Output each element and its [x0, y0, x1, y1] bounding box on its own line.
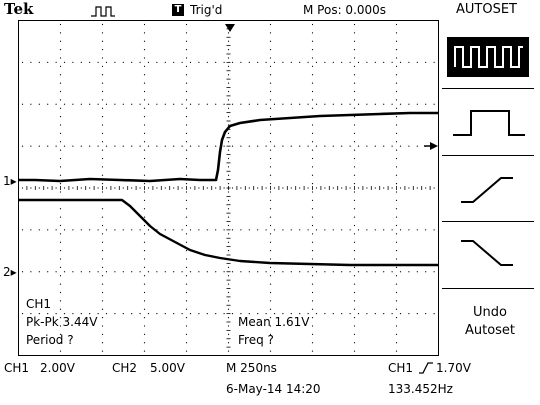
trigger-level: 1.70V — [436, 361, 471, 375]
graticule-grid — [18, 20, 439, 356]
ch1-trace — [18, 111, 438, 183]
rising-slope-icon — [419, 362, 433, 374]
brand-logo: Tek — [4, 0, 34, 18]
measure-source: CH1 — [26, 297, 52, 311]
menu-item-rising-edge[interactable] — [447, 168, 529, 208]
date-time: 6-May-14 14:20 — [226, 382, 321, 396]
timebase-readout: M 250ns — [226, 361, 277, 375]
single-pulse-icon — [453, 110, 525, 136]
undo-label-line1: Undo — [473, 305, 507, 320]
ch2-label: CH2 — [112, 361, 138, 375]
undo-label-line2: Autoset — [464, 323, 516, 338]
menu-title: AUTOSET — [456, 2, 517, 17]
trigger-source: CH1 — [388, 361, 414, 375]
measure-period: Period ? — [26, 333, 74, 347]
ch2-marker-label: 2 — [3, 265, 11, 279]
trigger-position-arrow — [225, 24, 235, 32]
menu-item-falling-edge[interactable] — [447, 235, 529, 275]
menu-item-square-wave[interactable] — [447, 37, 529, 77]
menu-item-single-pulse[interactable] — [447, 103, 529, 143]
ch2-ground-marker[interactable]: 2▸ — [3, 265, 17, 279]
ch1-scale: 2.00V — [40, 361, 75, 375]
ch1-marker-label: 1 — [3, 174, 11, 188]
m-pos-readout: M Pos: 0.000s — [303, 3, 387, 17]
falling-edge-icon — [461, 240, 513, 266]
measure-pkpk: Pk-Pk 3.44V — [26, 315, 98, 329]
measure-freq: Freq ? — [238, 333, 274, 347]
trigger-badge: T — [172, 4, 184, 16]
trigger-level-arrow — [430, 142, 438, 150]
ch2-trace — [18, 198, 438, 267]
ch1-label: CH1 — [4, 361, 30, 375]
undo-autoset-button[interactable]: Undo Autoset — [440, 302, 540, 342]
trigger-status: Trig'd — [190, 3, 223, 17]
ch1-ground-marker[interactable]: 1▸ — [3, 174, 17, 188]
rising-edge-icon — [461, 177, 513, 203]
ch2-scale: 5.00V — [150, 361, 185, 375]
square-wave-icon — [454, 46, 523, 68]
frequency-counter: 133.452Hz — [388, 382, 453, 396]
measure-mean: Mean 1.61V — [238, 315, 310, 329]
pulse-run-icon — [91, 6, 115, 17]
